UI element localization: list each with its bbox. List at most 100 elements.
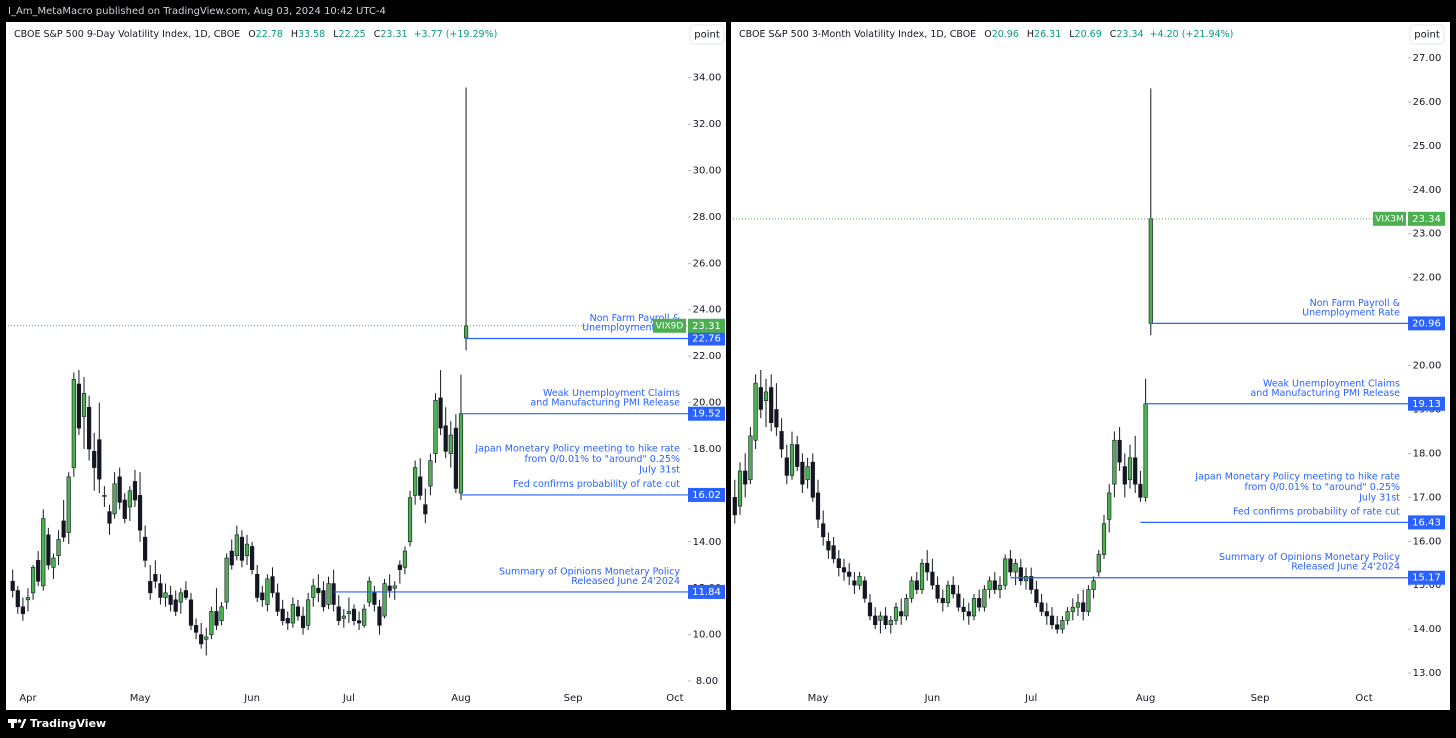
legend-field: O — [248, 29, 255, 40]
candle-body — [428, 460, 433, 487]
candle-body — [826, 540, 831, 551]
legend-field: L — [1069, 29, 1075, 40]
candle-body — [779, 431, 784, 450]
candle-body — [316, 587, 321, 594]
candle-body — [977, 598, 982, 608]
plot — [732, 88, 1153, 634]
candle-body — [183, 590, 188, 598]
candle-body — [239, 536, 245, 561]
candle-body — [41, 518, 46, 587]
candle-body — [25, 597, 31, 601]
annotation-text: Summary of Opinions Monetary Policy — [499, 566, 680, 577]
x-tick-label: Aug — [1136, 693, 1156, 704]
candle-body — [1138, 483, 1143, 498]
candle-body — [61, 520, 66, 538]
candle-body — [878, 615, 883, 621]
scale-button[interactable] — [1409, 24, 1445, 45]
candle-body — [857, 576, 862, 586]
annotation-tag-label: 16.43 — [1412, 517, 1441, 528]
candle-body — [92, 451, 97, 468]
y-tick-label: 18.00 — [693, 444, 722, 455]
candle-body — [10, 580, 15, 591]
annotation-text: Japan Monetary Policy meeting to hike ra… — [474, 444, 680, 455]
annotation-tag-label: 19.13 — [1412, 399, 1441, 410]
y-tick-label: 10.00 — [693, 630, 722, 641]
candle-body — [795, 444, 800, 467]
y-tick-label: 23.00 — [1413, 229, 1442, 240]
candle-body — [413, 467, 418, 496]
y-tick-label: 16.00 — [1413, 536, 1442, 547]
candle-body — [433, 399, 438, 454]
candle-body — [458, 413, 464, 494]
candle-body — [36, 560, 41, 582]
candle-body — [883, 615, 888, 626]
candle-body — [270, 576, 275, 594]
y-tick-label: 13.00 — [1413, 668, 1442, 679]
y-tick-label: 27.00 — [1413, 53, 1442, 64]
candle-body — [306, 599, 311, 626]
y-tick-label: 24.00 — [693, 305, 722, 316]
x-tick-label: May — [808, 693, 829, 704]
candle-body — [127, 490, 132, 508]
annotation-text: Weak Unemployment Claims — [543, 388, 680, 399]
scale-button-label: point — [1414, 30, 1440, 41]
candle-body — [214, 611, 219, 626]
legend-field: C — [1110, 29, 1117, 40]
panel-left — [6, 22, 726, 710]
annotation-tag-label: 20.96 — [1412, 318, 1441, 329]
candle-body — [743, 470, 748, 485]
annotation-tag-label: 16.02 — [692, 490, 721, 501]
scale-button[interactable] — [689, 24, 725, 45]
candle-body — [275, 592, 280, 612]
footer-brand: TradingView — [30, 717, 106, 730]
candle-body — [1008, 558, 1013, 573]
candle-body — [453, 427, 458, 489]
candle-body — [831, 545, 836, 560]
candle-body — [815, 492, 821, 520]
candle-body — [1044, 611, 1049, 617]
candle-body — [982, 589, 987, 608]
candle-body — [244, 543, 250, 557]
candle-body — [763, 391, 769, 401]
candle-body — [1075, 602, 1081, 608]
candle-body — [769, 387, 774, 423]
candle-body — [356, 620, 362, 624]
candle-body — [311, 585, 316, 598]
y-tick-label: 34.00 — [693, 73, 722, 84]
candle-body — [1096, 554, 1101, 573]
y-tick-label: 32.00 — [693, 119, 722, 130]
candle-body — [810, 461, 815, 498]
annotation-text: Unemployment Rate — [582, 323, 680, 334]
candle-body — [285, 618, 290, 624]
candle-body — [888, 620, 893, 626]
candle-body — [56, 539, 61, 557]
y-tick-label: 28.00 — [693, 212, 722, 223]
y-tick-label: 14.00 — [1413, 624, 1442, 635]
y-tick-label: 18.00 — [1413, 448, 1442, 459]
x-tick-label: Jun — [243, 693, 260, 704]
candle-body — [112, 483, 117, 515]
candle-body — [234, 534, 239, 557]
legend-value: 23.34 — [1116, 29, 1143, 40]
x-tick-label: Sep — [1251, 693, 1270, 704]
candle-body — [331, 583, 336, 605]
candle-body — [463, 325, 469, 339]
annotation-tag — [688, 406, 725, 421]
candle-body — [1018, 567, 1023, 582]
legend-change: +4.20 (+21.94%) — [1150, 29, 1234, 40]
legend-field: L — [333, 29, 339, 40]
legend: CBOE S&P 500 9-Day Volatility Index, 1D,… — [14, 29, 497, 40]
candle-body — [448, 434, 453, 454]
publish-header: I_Am_MetaMacro published on TradingView.… — [8, 6, 386, 17]
annotation-tag — [1408, 570, 1445, 585]
candle-body — [909, 580, 914, 599]
candle-body — [1049, 615, 1055, 626]
candle-body — [1101, 523, 1107, 555]
annotation-text: Unemployment Rate — [1302, 307, 1400, 318]
legend-value: 23.31 — [380, 29, 407, 40]
y-tick-label: 20.00 — [693, 398, 722, 409]
candle-body — [961, 606, 966, 612]
annotation-text: Released June 24'2024 — [571, 576, 680, 587]
candle-body — [15, 590, 20, 608]
candle-body — [377, 606, 382, 626]
